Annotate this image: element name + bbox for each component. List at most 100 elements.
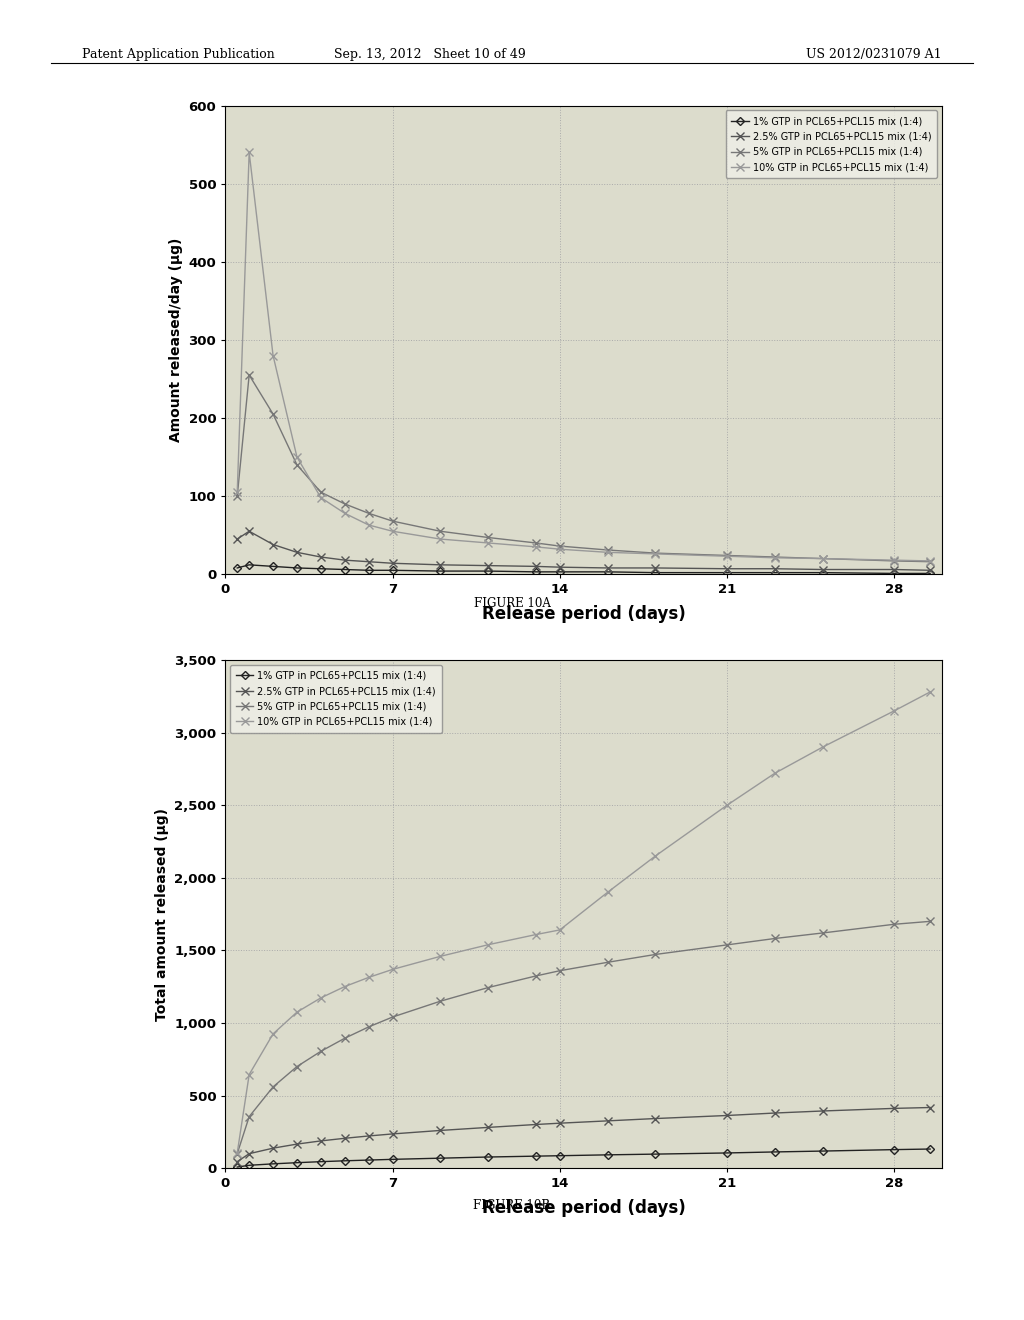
5% GTP in PCL65+PCL15 mix (1:4) <box>339 1031 351 1047</box>
X-axis label: Release period (days): Release period (days) <box>482 1199 685 1217</box>
10% GTP in PCL65+PCL15 mix (1:4) <box>386 961 398 977</box>
10% GTP in PCL65+PCL15 mix (1:4) <box>362 517 375 533</box>
10% GTP in PCL65+PCL15 mix (1:4) <box>243 145 255 161</box>
1% GTP in PCL65+PCL15 mix (1:4) <box>816 1143 828 1159</box>
Line: 5% GTP in PCL65+PCL15 mix (1:4): 5% GTP in PCL65+PCL15 mix (1:4) <box>233 371 934 566</box>
2.5% GTP in PCL65+PCL15 mix (1:4) <box>924 1100 936 1115</box>
Text: Sep. 13, 2012   Sheet 10 of 49: Sep. 13, 2012 Sheet 10 of 49 <box>334 48 526 61</box>
1% GTP in PCL65+PCL15 mix (1:4) <box>231 1159 244 1175</box>
1% GTP in PCL65+PCL15 mix (1:4) <box>924 1140 936 1156</box>
5% GTP in PCL65+PCL15 mix (1:4) <box>601 954 613 970</box>
1% GTP in PCL65+PCL15 mix (1:4) <box>529 1148 542 1164</box>
2.5% GTP in PCL65+PCL15 mix (1:4) <box>816 561 828 577</box>
2.5% GTP in PCL65+PCL15 mix (1:4) <box>529 558 542 574</box>
5% GTP in PCL65+PCL15 mix (1:4) <box>924 913 936 929</box>
5% GTP in PCL65+PCL15 mix (1:4) <box>529 968 542 983</box>
5% GTP in PCL65+PCL15 mix (1:4) <box>362 1019 375 1035</box>
10% GTP in PCL65+PCL15 mix (1:4) <box>601 544 613 560</box>
5% GTP in PCL65+PCL15 mix (1:4) <box>649 946 662 962</box>
1% GTP in PCL65+PCL15 mix (1:4) <box>243 557 255 573</box>
1% GTP in PCL65+PCL15 mix (1:4) <box>231 560 244 576</box>
1% GTP in PCL65+PCL15 mix (1:4) <box>554 1148 566 1164</box>
1% GTP in PCL65+PCL15 mix (1:4) <box>291 560 303 576</box>
2.5% GTP in PCL65+PCL15 mix (1:4) <box>362 554 375 570</box>
5% GTP in PCL65+PCL15 mix (1:4) <box>721 937 733 953</box>
10% GTP in PCL65+PCL15 mix (1:4) <box>434 949 446 965</box>
5% GTP in PCL65+PCL15 mix (1:4) <box>649 545 662 561</box>
1% GTP in PCL65+PCL15 mix (1:4) <box>314 561 327 577</box>
2.5% GTP in PCL65+PCL15 mix (1:4) <box>314 1133 327 1148</box>
10% GTP in PCL65+PCL15 mix (1:4) <box>231 484 244 500</box>
Line: 10% GTP in PCL65+PCL15 mix (1:4): 10% GTP in PCL65+PCL15 mix (1:4) <box>233 148 934 565</box>
2.5% GTP in PCL65+PCL15 mix (1:4) <box>482 557 495 573</box>
5% GTP in PCL65+PCL15 mix (1:4) <box>267 1078 280 1094</box>
1% GTP in PCL65+PCL15 mix (1:4) <box>601 564 613 579</box>
10% GTP in PCL65+PCL15 mix (1:4) <box>554 921 566 937</box>
2.5% GTP in PCL65+PCL15 mix (1:4) <box>721 1107 733 1123</box>
5% GTP in PCL65+PCL15 mix (1:4) <box>243 1109 255 1125</box>
2.5% GTP in PCL65+PCL15 mix (1:4) <box>769 1105 781 1121</box>
1% GTP in PCL65+PCL15 mix (1:4) <box>243 1158 255 1173</box>
1% GTP in PCL65+PCL15 mix (1:4) <box>888 1142 900 1158</box>
X-axis label: Release period (days): Release period (days) <box>482 605 685 623</box>
Text: FIGURE 10B: FIGURE 10B <box>473 1199 551 1212</box>
10% GTP in PCL65+PCL15 mix (1:4) <box>291 449 303 465</box>
5% GTP in PCL65+PCL15 mix (1:4) <box>924 554 936 570</box>
2.5% GTP in PCL65+PCL15 mix (1:4) <box>243 1146 255 1162</box>
2.5% GTP in PCL65+PCL15 mix (1:4) <box>339 552 351 568</box>
5% GTP in PCL65+PCL15 mix (1:4) <box>231 488 244 504</box>
1% GTP in PCL65+PCL15 mix (1:4) <box>924 565 936 581</box>
5% GTP in PCL65+PCL15 mix (1:4) <box>888 553 900 569</box>
10% GTP in PCL65+PCL15 mix (1:4) <box>314 990 327 1006</box>
1% GTP in PCL65+PCL15 mix (1:4) <box>554 564 566 579</box>
1% GTP in PCL65+PCL15 mix (1:4) <box>434 564 446 579</box>
Legend: 1% GTP in PCL65+PCL15 mix (1:4), 2.5% GTP in PCL65+PCL15 mix (1:4), 5% GTP in PC: 1% GTP in PCL65+PCL15 mix (1:4), 2.5% GT… <box>726 111 937 178</box>
Line: 5% GTP in PCL65+PCL15 mix (1:4): 5% GTP in PCL65+PCL15 mix (1:4) <box>233 917 934 1158</box>
2.5% GTP in PCL65+PCL15 mix (1:4) <box>924 562 936 578</box>
Line: 1% GTP in PCL65+PCL15 mix (1:4): 1% GTP in PCL65+PCL15 mix (1:4) <box>234 1146 933 1170</box>
10% GTP in PCL65+PCL15 mix (1:4) <box>362 969 375 985</box>
Line: 2.5% GTP in PCL65+PCL15 mix (1:4): 2.5% GTP in PCL65+PCL15 mix (1:4) <box>233 527 934 574</box>
Legend: 1% GTP in PCL65+PCL15 mix (1:4), 2.5% GTP in PCL65+PCL15 mix (1:4), 5% GTP in PC: 1% GTP in PCL65+PCL15 mix (1:4), 2.5% GT… <box>230 665 441 733</box>
2.5% GTP in PCL65+PCL15 mix (1:4) <box>267 1140 280 1156</box>
10% GTP in PCL65+PCL15 mix (1:4) <box>339 978 351 994</box>
2.5% GTP in PCL65+PCL15 mix (1:4) <box>554 1115 566 1131</box>
5% GTP in PCL65+PCL15 mix (1:4) <box>314 1043 327 1059</box>
5% GTP in PCL65+PCL15 mix (1:4) <box>482 529 495 545</box>
2.5% GTP in PCL65+PCL15 mix (1:4) <box>386 556 398 572</box>
10% GTP in PCL65+PCL15 mix (1:4) <box>231 1144 244 1160</box>
1% GTP in PCL65+PCL15 mix (1:4) <box>386 1151 398 1167</box>
2.5% GTP in PCL65+PCL15 mix (1:4) <box>816 1104 828 1119</box>
10% GTP in PCL65+PCL15 mix (1:4) <box>649 847 662 863</box>
2.5% GTP in PCL65+PCL15 mix (1:4) <box>267 537 280 553</box>
2.5% GTP in PCL65+PCL15 mix (1:4) <box>362 1129 375 1144</box>
5% GTP in PCL65+PCL15 mix (1:4) <box>816 550 828 566</box>
10% GTP in PCL65+PCL15 mix (1:4) <box>529 539 542 554</box>
1% GTP in PCL65+PCL15 mix (1:4) <box>291 1155 303 1171</box>
5% GTP in PCL65+PCL15 mix (1:4) <box>386 1008 398 1024</box>
1% GTP in PCL65+PCL15 mix (1:4) <box>888 565 900 581</box>
2.5% GTP in PCL65+PCL15 mix (1:4) <box>339 1130 351 1146</box>
10% GTP in PCL65+PCL15 mix (1:4) <box>924 553 936 569</box>
5% GTP in PCL65+PCL15 mix (1:4) <box>231 1146 244 1162</box>
2.5% GTP in PCL65+PCL15 mix (1:4) <box>434 557 446 573</box>
10% GTP in PCL65+PCL15 mix (1:4) <box>434 531 446 546</box>
2.5% GTP in PCL65+PCL15 mix (1:4) <box>601 1113 613 1129</box>
2.5% GTP in PCL65+PCL15 mix (1:4) <box>601 560 613 576</box>
10% GTP in PCL65+PCL15 mix (1:4) <box>816 739 828 755</box>
5% GTP in PCL65+PCL15 mix (1:4) <box>769 549 781 565</box>
10% GTP in PCL65+PCL15 mix (1:4) <box>721 797 733 813</box>
2.5% GTP in PCL65+PCL15 mix (1:4) <box>291 544 303 560</box>
1% GTP in PCL65+PCL15 mix (1:4) <box>601 1147 613 1163</box>
1% GTP in PCL65+PCL15 mix (1:4) <box>267 558 280 574</box>
10% GTP in PCL65+PCL15 mix (1:4) <box>339 506 351 521</box>
1% GTP in PCL65+PCL15 mix (1:4) <box>649 1146 662 1162</box>
Line: 1% GTP in PCL65+PCL15 mix (1:4): 1% GTP in PCL65+PCL15 mix (1:4) <box>234 562 933 577</box>
2.5% GTP in PCL65+PCL15 mix (1:4) <box>888 1101 900 1117</box>
2.5% GTP in PCL65+PCL15 mix (1:4) <box>769 561 781 577</box>
2.5% GTP in PCL65+PCL15 mix (1:4) <box>649 560 662 576</box>
10% GTP in PCL65+PCL15 mix (1:4) <box>888 552 900 568</box>
1% GTP in PCL65+PCL15 mix (1:4) <box>769 1144 781 1160</box>
1% GTP in PCL65+PCL15 mix (1:4) <box>362 562 375 578</box>
Text: FIGURE 10A: FIGURE 10A <box>473 597 551 610</box>
